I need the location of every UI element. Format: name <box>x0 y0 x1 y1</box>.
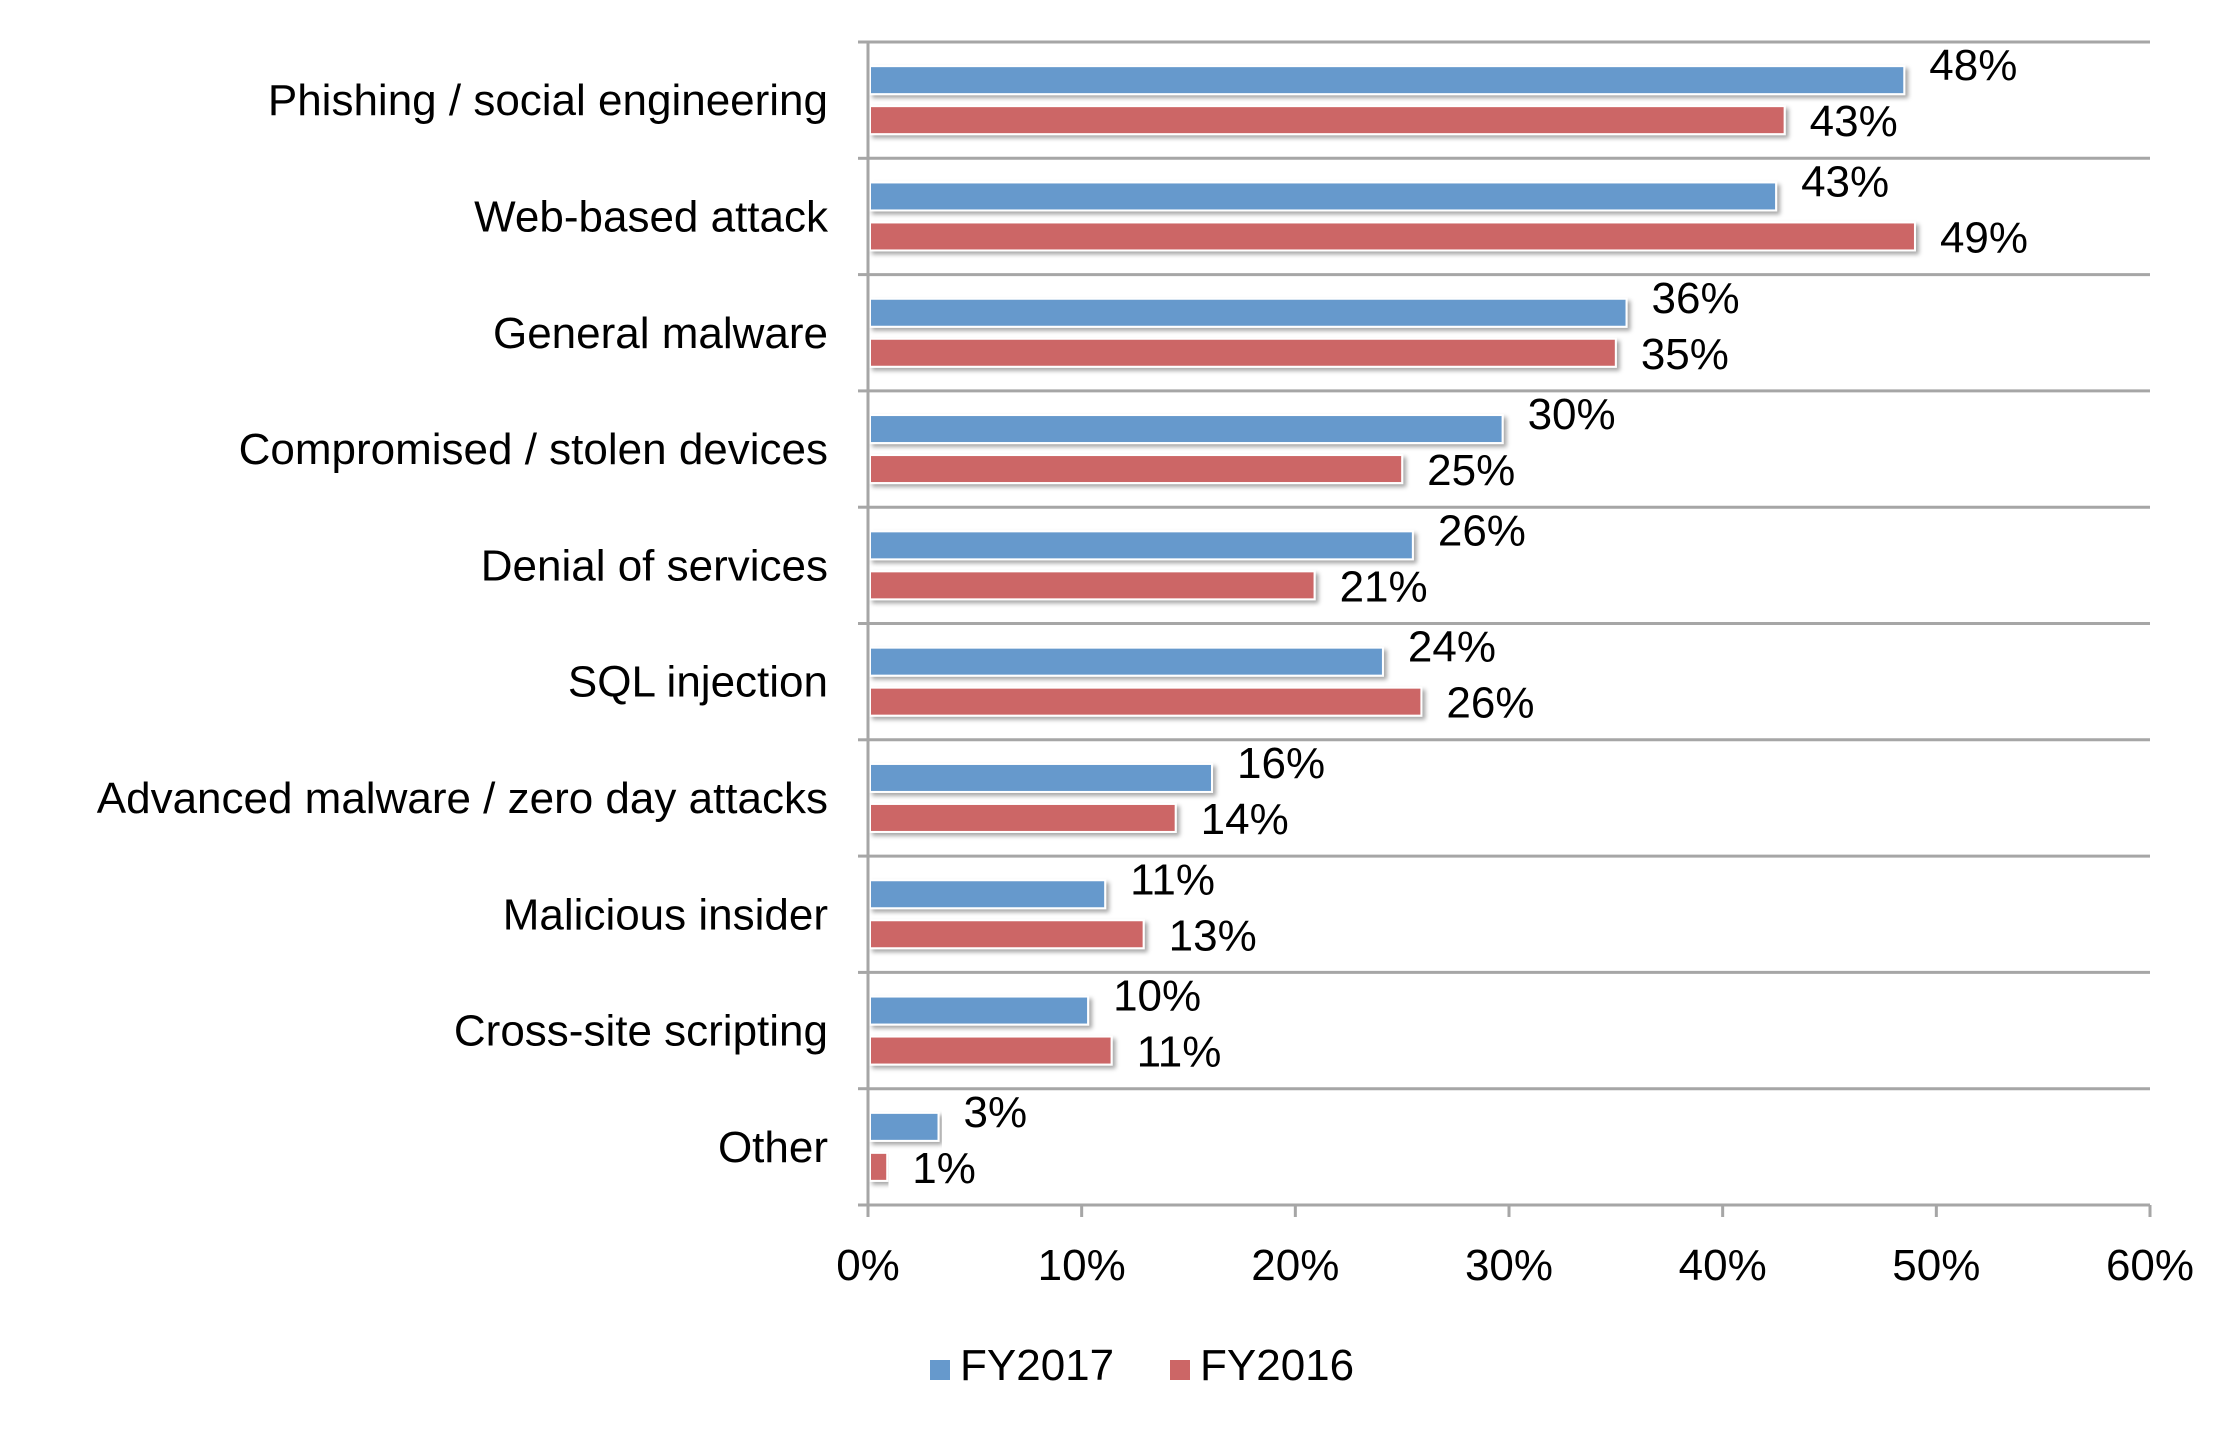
bar-fy2016 <box>869 1035 1113 1066</box>
data-label: 14% <box>1201 795 1289 844</box>
bar-fy2016 <box>869 221 1916 252</box>
bar-fy2016 <box>869 337 1617 368</box>
bar-fy2016 <box>869 105 1786 136</box>
data-label: 1% <box>912 1144 976 1193</box>
category-label: Denial of services <box>481 541 828 590</box>
x-tick-label: 20% <box>1251 1241 1339 1290</box>
grid-lines <box>868 40 2150 1091</box>
data-label: 24% <box>1408 623 1496 672</box>
bar-fy2017 <box>869 879 1107 910</box>
data-label: 25% <box>1427 446 1515 495</box>
bar-fy2017 <box>869 65 1906 96</box>
data-label: 10% <box>1113 972 1201 1021</box>
category-label: Other <box>718 1123 828 1172</box>
data-label: 11% <box>1137 1028 1222 1077</box>
bar-fy2016 <box>869 570 1316 601</box>
category-label: Malicious insider <box>503 890 828 939</box>
legend-item-fy2016: FY2016 <box>1170 1341 1354 1390</box>
legend-swatch <box>930 1360 950 1380</box>
legend-swatch <box>1170 1360 1190 1380</box>
data-label: 26% <box>1446 679 1534 728</box>
legend-label: FY2017 <box>960 1341 1114 1390</box>
category-label: SQL injection <box>568 658 828 707</box>
data-label: 43% <box>1810 97 1898 146</box>
bar-fy2017 <box>869 762 1214 793</box>
data-labels: 48%43%43%49%36%35%30%25%26%21%24%26%16%1… <box>912 41 2028 1193</box>
category-label: General malware <box>493 309 828 358</box>
x-tick-label: 10% <box>1038 1241 1126 1290</box>
data-label: 43% <box>1801 157 1889 206</box>
bar-fy2017 <box>869 995 1090 1026</box>
category-label: Web-based attack <box>474 192 829 241</box>
legend-label: FY2016 <box>1200 1341 1354 1390</box>
bar-fy2016 <box>869 802 1177 833</box>
data-label: 30% <box>1528 390 1616 439</box>
data-label: 36% <box>1652 274 1740 323</box>
data-label: 11% <box>1130 855 1215 904</box>
legend-item-fy2017: FY2017 <box>930 1341 1114 1390</box>
bar-fy2016 <box>869 1151 889 1182</box>
bar-fy2017 <box>869 1111 940 1142</box>
category-label: Advanced malware / zero day attacks <box>97 774 828 823</box>
x-tick-label: 0% <box>836 1241 900 1290</box>
bar-fy2017 <box>869 530 1414 561</box>
bars <box>869 65 1916 1182</box>
data-label: 3% <box>964 1088 1028 1137</box>
data-label: 13% <box>1169 911 1257 960</box>
bar-fy2017 <box>869 181 1778 212</box>
x-tick-label: 30% <box>1465 1241 1553 1290</box>
x-tick-label: 60% <box>2106 1241 2194 1290</box>
data-label: 49% <box>1940 213 2028 262</box>
bar-fy2017 <box>869 646 1384 677</box>
x-tick-label: 40% <box>1679 1241 1767 1290</box>
bar-fy2016 <box>869 686 1423 717</box>
legend: FY2017 FY2016 <box>930 1341 1354 1390</box>
category-label: Cross-site scripting <box>454 1007 828 1056</box>
category-label: Phishing / social engineering <box>268 76 828 125</box>
category-label: Compromised / stolen devices <box>239 425 828 474</box>
axes: 0% 10% 20% 30% 40% 50% 60% Phishing / social en… <box>97 40 2194 1290</box>
data-label: 16% <box>1237 739 1325 788</box>
bar-fy2017 <box>869 414 1504 445</box>
data-label: 26% <box>1438 506 1526 555</box>
data-label: 35% <box>1641 330 1729 379</box>
data-label: 21% <box>1340 562 1428 611</box>
data-label: 48% <box>1929 41 2017 90</box>
bar-fy2017 <box>869 297 1628 328</box>
bar-fy2016 <box>869 454 1404 485</box>
x-tick-label: 50% <box>1892 1241 1980 1290</box>
bar-fy2016 <box>869 919 1145 950</box>
